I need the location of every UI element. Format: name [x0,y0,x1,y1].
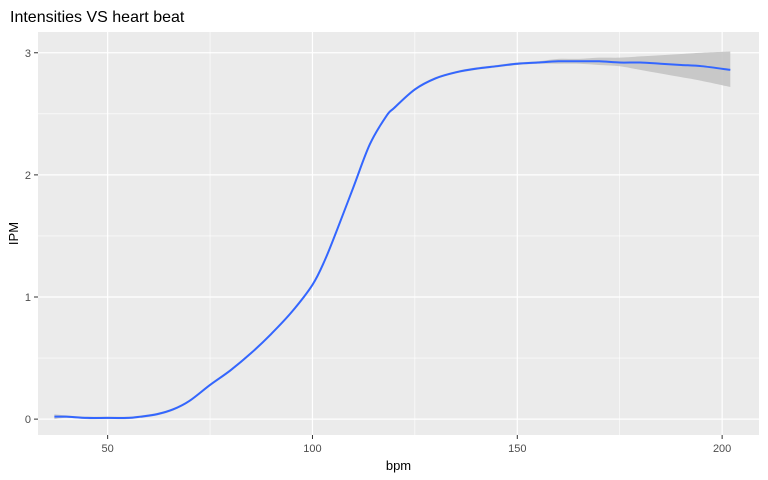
y-tick-label: 1 [25,292,31,304]
y-axis-title: IPM [6,222,21,245]
plot-panel [38,32,759,435]
x-tick-label: 100 [303,443,321,455]
chart-title: Intensities VS heart beat [10,9,185,26]
y-tick-label: 3 [25,48,31,60]
y-tick-label: 0 [25,414,31,426]
y-axis-ticks: 0 1 2 3 [25,48,38,426]
smooth-trend-line [54,60,731,419]
x-tick-label: 150 [508,443,526,455]
y-tick-label: 2 [25,170,31,182]
minor-gridlines [38,32,759,435]
major-gridlines [38,32,759,435]
x-tick-label: 50 [102,443,114,455]
x-axis-ticks: 50 100 150 200 [102,435,731,455]
x-axis-title: bpm [386,458,411,473]
x-tick-label: 200 [713,443,731,455]
